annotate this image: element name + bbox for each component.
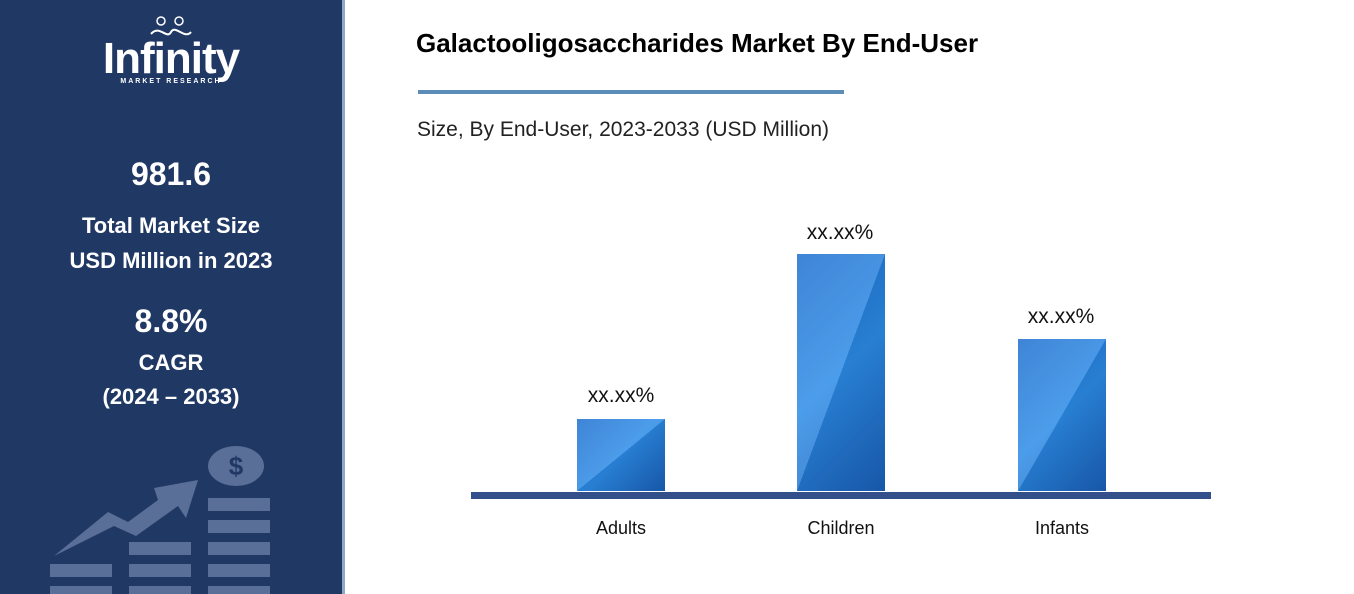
bar-adults xyxy=(577,419,665,491)
chart-title: Galactooligosaccharides Market By End-Us… xyxy=(416,28,979,58)
title-underline xyxy=(418,90,844,94)
x-label-infants: Infants xyxy=(1034,518,1090,538)
market-size-unit: USD Million in 2023 xyxy=(69,248,273,273)
infinity-people-icon xyxy=(150,16,192,36)
cagr-period: (2024 – 2033) xyxy=(102,384,240,409)
market-size-value: 981.6 xyxy=(130,156,212,192)
svg-text:$: $ xyxy=(229,451,244,481)
data-label-children: xx.xx% xyxy=(806,221,874,244)
data-label-adults: xx.xx% xyxy=(587,384,655,407)
data-label-infants: xx.xx% xyxy=(1027,305,1095,328)
cagr-value: 8.8% xyxy=(134,303,208,339)
market-size-label: Total Market Size xyxy=(81,213,261,238)
x-label-adults: Adults xyxy=(595,518,647,538)
growth-chart-icon: $ xyxy=(50,446,270,594)
chart-subtitle: Size, By End-User, 2023-2033 (USD Millio… xyxy=(417,118,830,141)
x-axis-line xyxy=(471,492,1211,499)
bar-infants xyxy=(1018,339,1106,491)
logo-wordmark: Infinity xyxy=(102,34,240,83)
logo-tagline: MARKET RESEARCH xyxy=(120,78,222,85)
cagr-label: CAGR xyxy=(138,350,204,375)
sidebar-divider xyxy=(342,0,345,594)
logo: Infinity MARKET RESEARCH xyxy=(0,16,342,85)
x-label-children: Children xyxy=(807,518,875,538)
bar-children xyxy=(797,254,885,491)
